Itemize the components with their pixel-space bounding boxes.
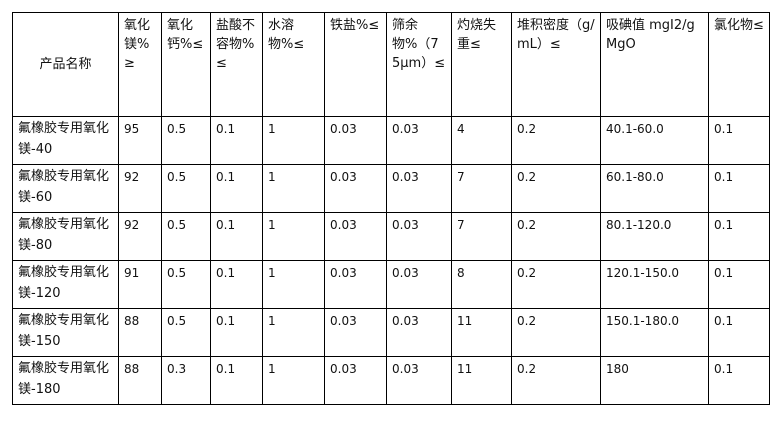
table-row: 氟橡胶专用氧化镁-40 95 0.5 0.1 1 0.03 0.03 4 0.2 40.1-60.… [12,116,770,165]
cell-cao: 0.5 [161,116,211,165]
cell-chloride: 0.1 [708,308,770,357]
column-header-loss-on-ignition: 灼烧失重≤ [451,12,512,117]
cell-loss-on-ignition: 11 [451,308,512,357]
table-row: 氟橡胶专用氧化镁-80 92 0.5 0.1 1 0.03 0.03 7 0.2 80.1-120… [12,212,770,261]
cell-bulk-density: 0.2 [511,356,601,405]
cell-sieve-residue: 0.03 [386,308,452,357]
cell-iodine-value: 80.1-120.0 [600,212,709,261]
cell-product-name: 氟橡胶专用氧化镁-40 [12,116,119,165]
column-header-chloride: 氯化物≤ [708,12,770,117]
header-row: 产品名称 氧化镁%≥ 氧化钙%≤ 盐酸不容物%≤ 水溶物%≤ 铁盐%≤ 筛余物%（75μm）… [12,12,770,117]
cell-bulk-density: 0.2 [511,260,601,309]
cell-sieve-residue: 0.03 [386,164,452,213]
cell-product-name: 氟橡胶专用氧化镁-120 [12,260,119,309]
cell-chloride: 0.1 [708,116,770,165]
cell-product-name: 氟橡胶专用氧化镁-80 [12,212,119,261]
column-header-sieve-residue: 筛余物%（75μm）≤ [386,12,452,117]
cell-product-name: 氟橡胶专用氧化镁-60 [12,164,119,213]
cell-cao: 0.5 [161,212,211,261]
cell-iron-salt: 0.03 [324,260,387,309]
column-header-bulk-density: 堆积密度（g/mL）≤ [511,12,601,117]
cell-mgo: 95 [118,116,162,165]
cell-hcl-insoluble: 0.1 [210,212,263,261]
cell-mgo: 92 [118,212,162,261]
cell-sieve-residue: 0.03 [386,116,452,165]
cell-iron-salt: 0.03 [324,116,387,165]
table-row: 氟橡胶专用氧化镁-150 88 0.5 0.1 1 0.03 0.03 11 0.2 150.1-… [12,308,770,357]
cell-iron-salt: 0.03 [324,356,387,405]
cell-hcl-insoluble: 0.1 [210,116,263,165]
cell-water-soluble: 1 [262,356,325,405]
table-row: 氟橡胶专用氧化镁-60 92 0.5 0.1 1 0.03 0.03 7 0.2 60.1-80.… [12,164,770,213]
column-header-cao: 氧化钙%≤ [161,12,211,117]
column-header-water-soluble: 水溶物%≤ [262,12,325,117]
cell-bulk-density: 0.2 [511,308,601,357]
cell-mgo: 88 [118,356,162,405]
cell-hcl-insoluble: 0.1 [210,164,263,213]
cell-loss-on-ignition: 7 [451,212,512,261]
cell-product-name: 氟橡胶专用氧化镁-150 [12,308,119,357]
cell-bulk-density: 0.2 [511,212,601,261]
cell-iodine-value: 60.1-80.0 [600,164,709,213]
cell-bulk-density: 0.2 [511,116,601,165]
cell-iodine-value: 150.1-180.0 [600,308,709,357]
cell-iron-salt: 0.03 [324,164,387,213]
column-header-mgo: 氧化镁%≥ [118,12,162,117]
cell-hcl-insoluble: 0.1 [210,308,263,357]
cell-chloride: 0.1 [708,260,770,309]
cell-chloride: 0.1 [708,164,770,213]
cell-iodine-value: 40.1-60.0 [600,116,709,165]
cell-product-name: 氟橡胶专用氧化镁-180 [12,356,119,405]
cell-bulk-density: 0.2 [511,164,601,213]
cell-mgo: 92 [118,164,162,213]
cell-loss-on-ignition: 11 [451,356,512,405]
column-header-iron-salt: 铁盐%≤ [324,12,387,117]
cell-mgo: 88 [118,308,162,357]
cell-water-soluble: 1 [262,308,325,357]
cell-cao: 0.5 [161,260,211,309]
table-row: 氟橡胶专用氧化镁-120 91 0.5 0.1 1 0.03 0.03 8 0.2 120.1-1… [12,260,770,309]
cell-water-soluble: 1 [262,116,325,165]
cell-loss-on-ignition: 8 [451,260,512,309]
cell-cao: 0.5 [161,164,211,213]
cell-hcl-insoluble: 0.1 [210,260,263,309]
cell-mgo: 91 [118,260,162,309]
cell-iron-salt: 0.03 [324,212,387,261]
cell-loss-on-ignition: 4 [451,116,512,165]
cell-water-soluble: 1 [262,164,325,213]
cell-cao: 0.3 [161,356,211,405]
column-header-iodine-value: 吸碘值 mgI2/gMgO [600,12,709,117]
cell-water-soluble: 1 [262,260,325,309]
column-header-product-name: 产品名称 [12,12,119,117]
cell-hcl-insoluble: 0.1 [210,356,263,405]
cell-iodine-value: 180 [600,356,709,405]
cell-sieve-residue: 0.03 [386,212,452,261]
cell-chloride: 0.1 [708,356,770,405]
cell-loss-on-ignition: 7 [451,164,512,213]
spec-table: 产品名称 氧化镁%≥ 氧化钙%≤ 盐酸不容物%≤ 水溶物%≤ 铁盐%≤ 筛余物%（75μm）… [12,12,770,405]
cell-iron-salt: 0.03 [324,308,387,357]
cell-water-soluble: 1 [262,212,325,261]
cell-iodine-value: 120.1-150.0 [600,260,709,309]
cell-cao: 0.5 [161,308,211,357]
cell-sieve-residue: 0.03 [386,356,452,405]
cell-sieve-residue: 0.03 [386,260,452,309]
cell-chloride: 0.1 [708,212,770,261]
column-header-hcl-insoluble: 盐酸不容物%≤ [210,12,263,117]
table-row: 氟橡胶专用氧化镁-180 88 0.3 0.1 1 0.03 0.03 11 0.2 180 0.1 [12,356,770,405]
